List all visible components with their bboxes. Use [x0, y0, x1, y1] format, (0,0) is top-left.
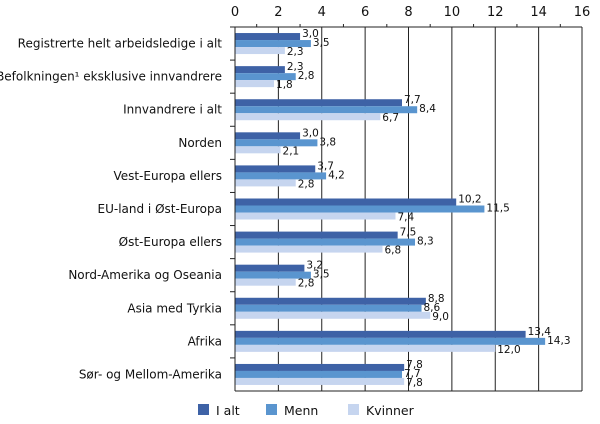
bar-menn [235, 106, 418, 114]
bar-i-alt [235, 264, 305, 272]
data-label: 12,0 [497, 344, 520, 356]
bar-menn [235, 172, 327, 180]
category-label: EU-land i Øst-Europa [98, 202, 222, 216]
data-label: 7,7 [404, 94, 421, 106]
bar-i-alt [235, 363, 405, 371]
data-label: 3,7 [317, 160, 334, 172]
data-label: 3,5 [313, 269, 330, 281]
category-label: Registrerte helt arbeidsledige i alt [18, 37, 223, 51]
bar-menn [235, 271, 311, 279]
category-label: Afrika [188, 334, 222, 348]
data-label: 4,2 [328, 169, 345, 181]
data-label: 14,3 [547, 335, 570, 347]
x-tick-label: 10 [444, 5, 461, 20]
bar-kvinner [235, 377, 405, 385]
bar-i-alt [235, 66, 285, 74]
bar-kvinner [235, 344, 496, 352]
x-tick-label: 2 [274, 5, 282, 20]
data-label: 3,5 [313, 37, 330, 49]
category-label: Befolkningen¹ eksklusive innvandrere [0, 70, 222, 84]
bar-kvinner [235, 311, 431, 319]
data-label: 3,0 [302, 28, 319, 40]
category-label: Asia med Tyrkia [127, 301, 222, 315]
data-label: 7,8 [406, 359, 423, 371]
bar-i-alt [235, 297, 426, 305]
data-label: 9,0 [432, 311, 449, 323]
category-label: Innvandrere i alt [123, 103, 222, 117]
data-label: 7,4 [397, 212, 414, 224]
category-label: Vest-Europa ellers [113, 169, 222, 183]
category-label: Norden [178, 136, 222, 150]
legend-swatch [348, 404, 359, 415]
bar-kvinner [235, 245, 383, 253]
data-label: 2,3 [287, 61, 304, 73]
bar-menn [235, 139, 318, 147]
bar-menn [235, 238, 416, 246]
data-label: 6,7 [382, 112, 399, 124]
bar-menn [235, 304, 422, 312]
data-label: 7,7 [404, 368, 421, 380]
data-label: 2,8 [298, 278, 315, 290]
category-label: Sør- og Mellom-Amerika [79, 367, 222, 381]
bar-kvinner [235, 212, 396, 220]
bar-kvinner [235, 278, 296, 286]
data-label: 2,1 [283, 145, 300, 157]
bar-menn [235, 370, 402, 378]
x-tick-label: 0 [231, 5, 239, 20]
x-tick-label: 8 [404, 5, 412, 20]
data-label: 7,5 [400, 227, 417, 239]
bar-menn [235, 337, 546, 345]
data-label: 6,8 [384, 245, 401, 257]
data-label: 11,5 [486, 203, 509, 215]
bar-kvinner [235, 146, 281, 154]
bar-menn [235, 40, 311, 48]
data-label: 2,8 [298, 70, 315, 82]
bar-i-alt [235, 198, 457, 206]
legend-label: Kvinner [366, 403, 415, 418]
bar-menn [235, 73, 296, 81]
x-tick-label: 12 [487, 5, 504, 20]
data-label: 13,4 [528, 326, 552, 338]
bar-i-alt [235, 99, 402, 107]
data-label: 1,8 [276, 79, 293, 91]
legend-label: Menn [284, 403, 318, 418]
bar-i-alt [235, 231, 398, 239]
bar-i-alt [235, 330, 526, 338]
bar-i-alt [235, 165, 316, 173]
bar-kvinner [235, 179, 296, 187]
data-label: 3,2 [306, 260, 323, 272]
data-label: 3,8 [319, 136, 336, 148]
legend-swatch [266, 404, 277, 415]
x-tick-label: 14 [530, 5, 547, 20]
data-label: 7,8 [406, 377, 423, 389]
data-label: 2,3 [287, 46, 304, 58]
data-label: 8,8 [428, 293, 445, 305]
data-label: 8,3 [417, 236, 434, 248]
x-tick-label: 4 [318, 5, 326, 20]
bar-kvinner [235, 113, 381, 121]
data-label: 3,0 [302, 127, 319, 139]
bar-kvinner [235, 47, 285, 55]
category-label: Øst-Europa ellers [119, 235, 222, 249]
data-label: 8,6 [424, 302, 441, 314]
x-tick-label: 16 [574, 5, 591, 20]
legend-label: I alt [216, 403, 240, 418]
data-label: 10,2 [458, 194, 481, 206]
bar-kvinner [235, 80, 275, 88]
category-label: Nord-Amerika og Oseania [68, 268, 222, 282]
x-tick-label: 6 [361, 5, 369, 20]
bar-i-alt [235, 33, 301, 41]
data-label: 2,8 [298, 178, 315, 190]
legend-swatch [198, 404, 209, 415]
data-label: 8,4 [419, 103, 436, 115]
bar-i-alt [235, 132, 301, 140]
bar-menn [235, 205, 485, 213]
